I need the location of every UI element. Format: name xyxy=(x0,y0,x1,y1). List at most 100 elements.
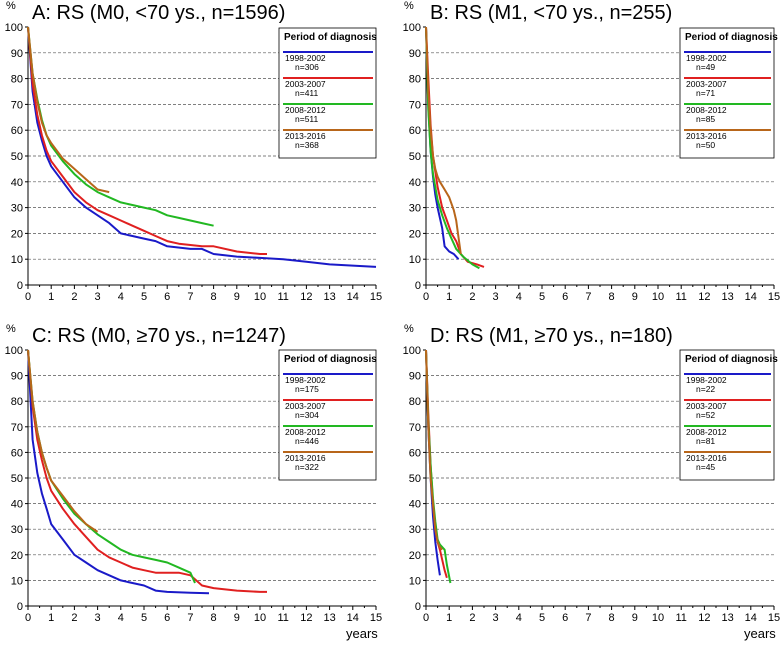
x-tick-label: 12 xyxy=(300,291,312,303)
y-tick-label: 70 xyxy=(11,99,23,111)
x-tick-label: 7 xyxy=(187,291,193,303)
legend-count-label: n=85 xyxy=(696,114,715,124)
legend-title: Period of diagnosis xyxy=(685,354,778,365)
y-tick-label: 80 xyxy=(409,74,421,86)
y-tick-label: 50 xyxy=(409,151,421,163)
legend-box xyxy=(278,349,377,481)
x-tick-label: 2 xyxy=(469,612,475,624)
legend-count-label: n=511 xyxy=(295,114,319,124)
series-line-2013-2016 xyxy=(27,26,110,194)
x-tick-label: 5 xyxy=(539,612,545,624)
y-tick-label: 60 xyxy=(409,125,421,137)
chart-panel-c: C: RS (M0, ≥70 ys., n=1247)%010203040506… xyxy=(5,323,382,641)
y-tick-label: 100 xyxy=(5,345,23,357)
legend-count-label: n=71 xyxy=(696,88,715,98)
chart-panel-d: D: RS (M1, ≥70 ys., n=180)%0102030405060… xyxy=(403,323,780,641)
x-tick-label: 3 xyxy=(95,612,101,624)
y-tick-label: 60 xyxy=(409,447,421,459)
x-axis-label: years xyxy=(346,626,378,641)
legend-count-label: n=52 xyxy=(696,410,715,420)
x-tick-label: 4 xyxy=(516,291,522,303)
x-tick-label: 13 xyxy=(323,291,335,303)
y-tick-label: 0 xyxy=(17,280,23,292)
x-tick-label: 11 xyxy=(675,291,686,303)
y-tick-label: 10 xyxy=(409,575,421,587)
x-tick-label: 11 xyxy=(277,612,288,624)
x-tick-label: 4 xyxy=(118,291,124,303)
x-tick-label: 12 xyxy=(698,612,710,624)
legend-period-label: 2013-2016 xyxy=(285,131,326,141)
x-tick-label: 7 xyxy=(585,612,591,624)
x-tick-label: 5 xyxy=(539,291,545,303)
y-tick-label: 90 xyxy=(11,371,23,383)
x-tick-label: 12 xyxy=(300,612,312,624)
legend-period-label: 2013-2016 xyxy=(686,453,727,463)
y-tick-label: 90 xyxy=(409,371,421,383)
x-tick-label: 14 xyxy=(347,291,359,303)
series-line-2003-2007 xyxy=(425,26,485,268)
legend-count-label: n=45 xyxy=(696,462,715,472)
series-line-2013-2016 xyxy=(425,349,443,551)
x-tick-label: 2 xyxy=(469,291,475,303)
x-tick-label: 10 xyxy=(652,612,664,624)
y-tick-label: 30 xyxy=(11,524,23,536)
chart-panel-a: A: RS (M0, <70 ys., n=1596)%010203040506… xyxy=(5,0,382,303)
y-tick-label: 70 xyxy=(11,422,23,434)
y-tick-label: 40 xyxy=(409,177,421,189)
x-tick-label: 6 xyxy=(562,612,568,624)
y-tick-label: 30 xyxy=(11,203,23,215)
y-axis-unit-label: % xyxy=(6,323,16,335)
y-tick-label: 50 xyxy=(409,473,421,485)
x-tick-label: 9 xyxy=(234,612,240,624)
series-line-2008-2012 xyxy=(27,349,196,584)
x-tick-label: 8 xyxy=(609,291,615,303)
y-axis-unit-label: % xyxy=(404,0,414,12)
series-line-2008-2012 xyxy=(425,26,480,270)
legend-title: Period of diagnosis xyxy=(284,354,377,365)
y-tick-label: 10 xyxy=(11,575,23,587)
y-tick-label: 50 xyxy=(11,151,23,163)
legend-count-label: n=22 xyxy=(696,384,715,394)
legend-period-label: 2013-2016 xyxy=(686,131,727,141)
x-tick-label: 8 xyxy=(211,612,217,624)
x-tick-label: 11 xyxy=(675,612,686,624)
legend-title: Period of diagnosis xyxy=(685,32,778,43)
y-tick-label: 20 xyxy=(409,550,421,562)
x-tick-label: 0 xyxy=(423,291,429,303)
y-tick-label: 80 xyxy=(11,396,23,408)
x-tick-label: 4 xyxy=(516,612,522,624)
series-line-2013-2016 xyxy=(425,26,462,255)
x-tick-label: 14 xyxy=(745,612,757,624)
x-tick-label: 7 xyxy=(585,291,591,303)
x-tick-label: 10 xyxy=(254,612,266,624)
x-axis-label: years xyxy=(744,626,776,641)
legend-period-label: 2003-2007 xyxy=(686,79,727,89)
chart-title: D: RS (M1, ≥70 ys., n=180) xyxy=(430,325,673,347)
x-tick-label: 15 xyxy=(768,291,780,303)
legend-box xyxy=(278,27,377,159)
x-tick-label: 2 xyxy=(71,612,77,624)
legend-period-label: 1998-2002 xyxy=(285,375,326,385)
x-tick-label: 3 xyxy=(493,612,499,624)
y-tick-label: 40 xyxy=(11,499,23,511)
y-tick-label: 0 xyxy=(17,601,23,613)
y-tick-label: 20 xyxy=(11,228,23,240)
x-tick-label: 8 xyxy=(211,291,217,303)
legend-count-label: n=368 xyxy=(295,140,319,150)
x-tick-label: 3 xyxy=(493,291,499,303)
legend-period-label: 2003-2007 xyxy=(285,79,326,89)
legend-count-label: n=411 xyxy=(295,88,319,98)
y-tick-label: 40 xyxy=(409,499,421,511)
x-tick-label: 6 xyxy=(562,291,568,303)
series-line-2003-2007 xyxy=(27,349,267,593)
y-tick-label: 0 xyxy=(415,601,421,613)
chart-title: B: RS (M1, <70 ys., n=255) xyxy=(430,2,672,24)
y-tick-label: 50 xyxy=(11,473,23,485)
y-tick-label: 80 xyxy=(409,396,421,408)
legend-period-label: 2003-2007 xyxy=(285,401,326,411)
x-tick-label: 1 xyxy=(48,612,54,624)
